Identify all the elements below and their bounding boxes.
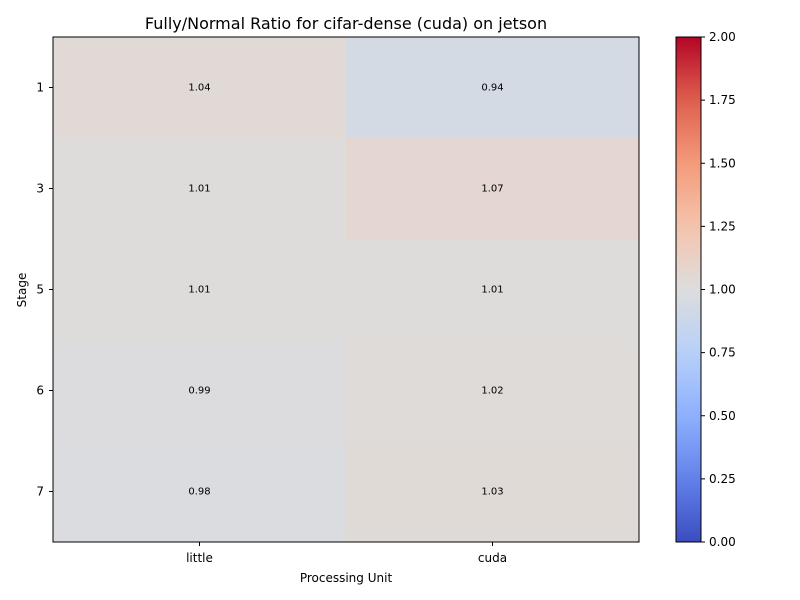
cell-value-label: 0.98	[188, 487, 210, 498]
cell-value-label: 1.01	[481, 285, 503, 296]
x-axis-ticks: little cuda	[186, 542, 507, 565]
heatmap-cell	[53, 37, 347, 139]
heatmap-cells	[53, 37, 640, 543]
y-axis-ticks: 1 3 5 6 7	[36, 81, 53, 499]
cell-value-label: 1.02	[481, 386, 503, 397]
x-tick-label: little	[186, 551, 213, 565]
colorbar-ticks: 0.00 0.25 0.50 0.75 1.00 1.25 1.50 1.75 2.00	[701, 30, 736, 549]
cell-value-label: 0.99	[188, 386, 210, 397]
y-tick-label: 7	[36, 485, 44, 499]
colorbar-tick-label: 0.50	[709, 409, 736, 423]
colorbar-tick-label: 1.25	[709, 219, 736, 233]
x-tick-label: cuda	[478, 551, 507, 565]
cell-value-label: 0.94	[481, 83, 503, 94]
y-tick-label: 3	[36, 182, 44, 196]
colorbar-tick-label: 0.00	[709, 535, 736, 549]
heatmap-cell	[53, 138, 347, 240]
cell-value-label: 1.07	[481, 184, 503, 195]
heatmap-cell	[346, 37, 640, 139]
heatmap-cell	[53, 239, 347, 341]
y-axis-label: Stage	[15, 273, 29, 308]
colorbar-tick-label: 1.00	[709, 283, 736, 297]
heatmap-cell	[53, 340, 347, 442]
colorbar-tick-label: 0.25	[709, 472, 736, 486]
y-tick-label: 6	[36, 384, 44, 398]
x-axis-label: Processing Unit	[300, 571, 393, 585]
colorbar-tick-label: 1.75	[709, 93, 736, 107]
heatmap-cell	[53, 441, 347, 543]
cell-value-label: 1.04	[188, 83, 210, 94]
heatmap-cell	[346, 441, 640, 543]
cell-value-labels: 1.04 0.94 1.01 1.07 1.01 1.01 0.99 1.02 0.98 1.03	[188, 83, 503, 498]
y-tick-label: 5	[36, 283, 44, 297]
colorbar-tick-label: 1.50	[709, 156, 736, 170]
heatmap-cell	[346, 340, 640, 442]
chart-title: Fully/Normal Ratio for cifar-dense (cuda…	[145, 14, 547, 33]
colorbar	[675, 36, 702, 543]
cell-value-label: 1.01	[188, 184, 210, 195]
cell-value-label: 1.03	[481, 487, 503, 498]
heatmap-cell	[346, 138, 640, 240]
y-tick-label: 1	[36, 81, 44, 95]
heatmap-cell	[346, 239, 640, 341]
colorbar-tick-label: 0.75	[709, 346, 736, 360]
colorbar-tick-label: 2.00	[709, 30, 736, 44]
cell-value-label: 1.01	[188, 285, 210, 296]
